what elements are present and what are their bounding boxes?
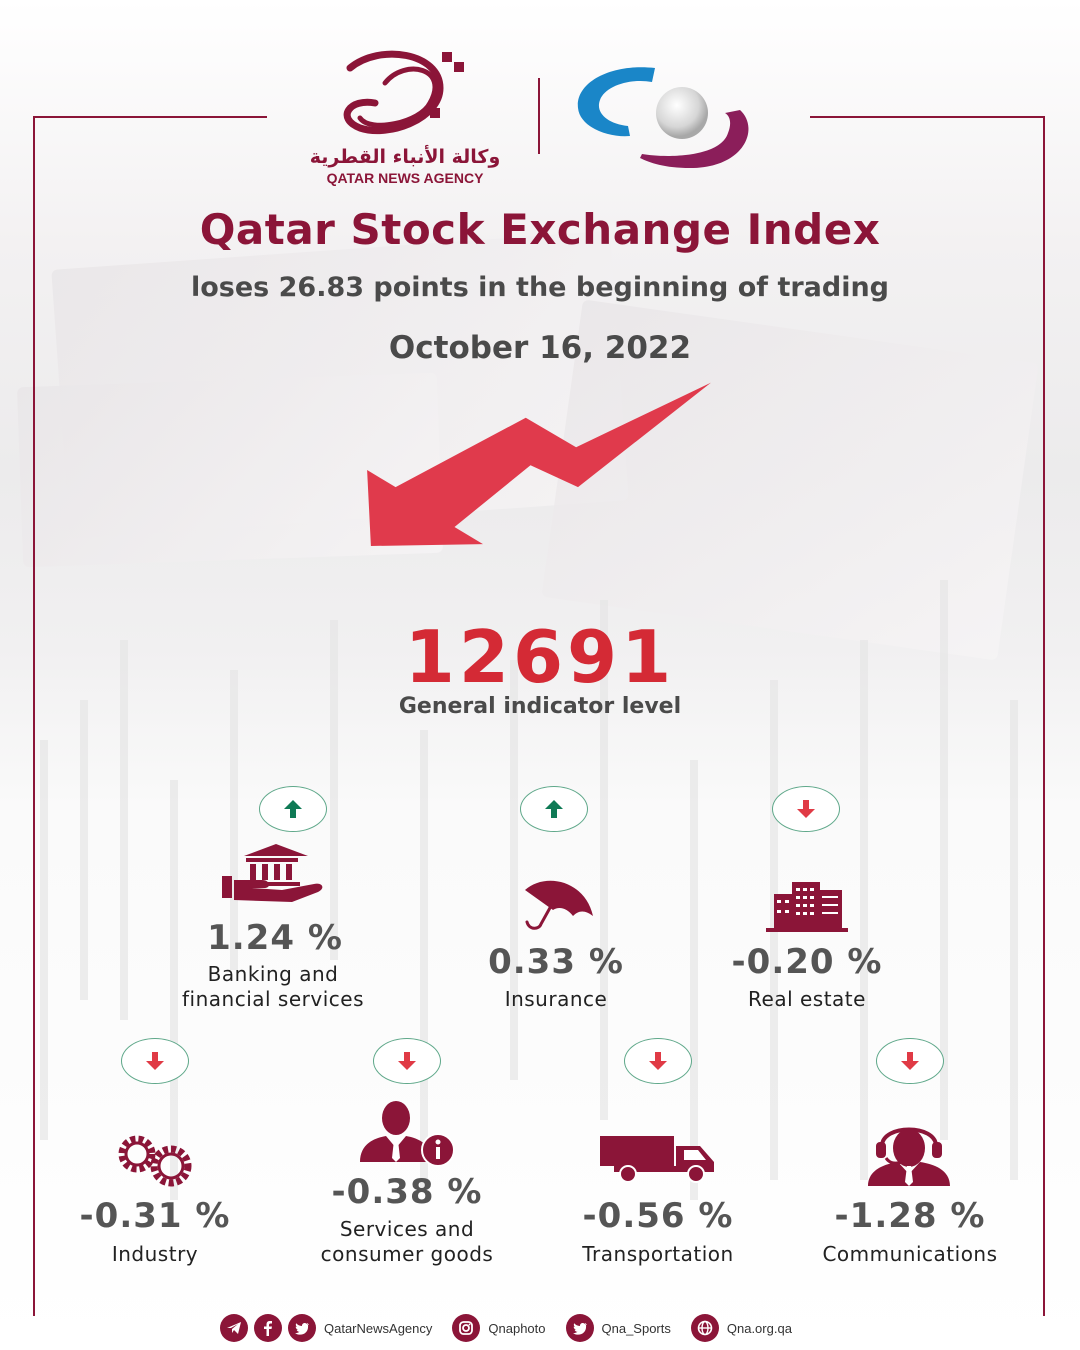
arrow-down-icon xyxy=(146,1052,164,1070)
twitter-icon[interactable] xyxy=(565,1314,594,1342)
frame-top-right xyxy=(810,116,1044,118)
service-agent-icon xyxy=(360,1101,455,1167)
instagram-icon[interactable] xyxy=(452,1314,481,1342)
trend-up-badge xyxy=(520,786,588,832)
index-label: General indicator level xyxy=(398,694,682,719)
qse-logo-icon xyxy=(577,67,749,168)
logo-arabic-text: وكالة الأنباء القطرية xyxy=(309,146,501,168)
sector-change: -0.20 % xyxy=(731,942,883,982)
handle-qnaphoto[interactable]: Qnaphoto xyxy=(488,1320,546,1336)
sector-name: Insurance xyxy=(504,987,608,1011)
arrow-down-icon xyxy=(398,1052,416,1070)
trend-up-badge xyxy=(259,786,327,832)
sector-change: -1.28 % xyxy=(834,1196,986,1236)
bank-hand-icon xyxy=(222,844,323,902)
handle-qna-sports[interactable]: Qna_Sports xyxy=(601,1320,671,1336)
social-footer: QatarNewsAgency Qnaphoto Qna_Sports Qna.… xyxy=(220,1313,806,1343)
sector-change: -0.56 % xyxy=(582,1196,734,1236)
trend-down-badge xyxy=(772,786,840,832)
facebook-icon[interactable] xyxy=(254,1314,282,1342)
sector-name: Industry xyxy=(111,1242,199,1266)
headset-agent-icon xyxy=(868,1127,950,1186)
arrow-up-icon xyxy=(545,800,563,818)
sector-name: Banking and xyxy=(207,962,339,986)
sector-name: Real estate xyxy=(748,987,866,1011)
arrow-up-icon xyxy=(284,800,302,818)
frame-right xyxy=(1043,116,1045,1316)
building-icon xyxy=(766,882,848,932)
frame-left xyxy=(33,116,35,1316)
handle-qatarnewsagency[interactable]: QatarNewsAgency xyxy=(324,1320,433,1336)
telegram-icon[interactable] xyxy=(220,1314,248,1342)
truck-icon xyxy=(600,1136,714,1183)
frame-top-left xyxy=(33,116,267,118)
sector-change: 1.24 % xyxy=(207,918,343,958)
sector-name: Services and xyxy=(339,1217,475,1241)
logo-divider xyxy=(538,78,540,154)
globe-icon[interactable] xyxy=(690,1314,719,1342)
sector-change: 0.33 % xyxy=(488,942,624,982)
twitter-icon[interactable] xyxy=(288,1314,316,1342)
gears-icon xyxy=(118,1135,192,1187)
qna-logo-icon xyxy=(343,50,464,135)
page-title: Qatar Stock Exchange Index xyxy=(199,205,881,254)
sector-name-line2: financial services xyxy=(182,987,364,1011)
handle-website[interactable]: Qna.org.qa xyxy=(726,1320,792,1336)
index-value: 12691 xyxy=(404,615,676,699)
trend-down-badge xyxy=(876,1038,944,1084)
arrow-down-icon xyxy=(901,1052,919,1070)
arrow-down-icon xyxy=(797,800,815,818)
sector-name: Transportation xyxy=(582,1242,734,1266)
trend-down-badge xyxy=(373,1038,441,1084)
date: October 16, 2022 xyxy=(388,330,692,366)
umbrella-icon xyxy=(525,880,593,930)
sector-change: -0.38 % xyxy=(331,1172,483,1212)
trend-down-arrow-icon xyxy=(367,382,711,546)
header-logos: وكالة الأنباء القطرية QATAR NEWS AGENCY xyxy=(290,48,810,188)
sector-change: -0.31 % xyxy=(79,1196,231,1236)
arrow-down-icon xyxy=(649,1052,667,1070)
sector-name: Communications xyxy=(822,1242,998,1266)
logo-english-text: QATAR NEWS AGENCY xyxy=(326,170,484,186)
sector-name-line2: consumer goods xyxy=(320,1242,494,1266)
trend-down-badge xyxy=(121,1038,189,1084)
subtitle: loses 26.83 points in the beginning of t… xyxy=(190,272,890,303)
trend-down-badge xyxy=(624,1038,692,1084)
